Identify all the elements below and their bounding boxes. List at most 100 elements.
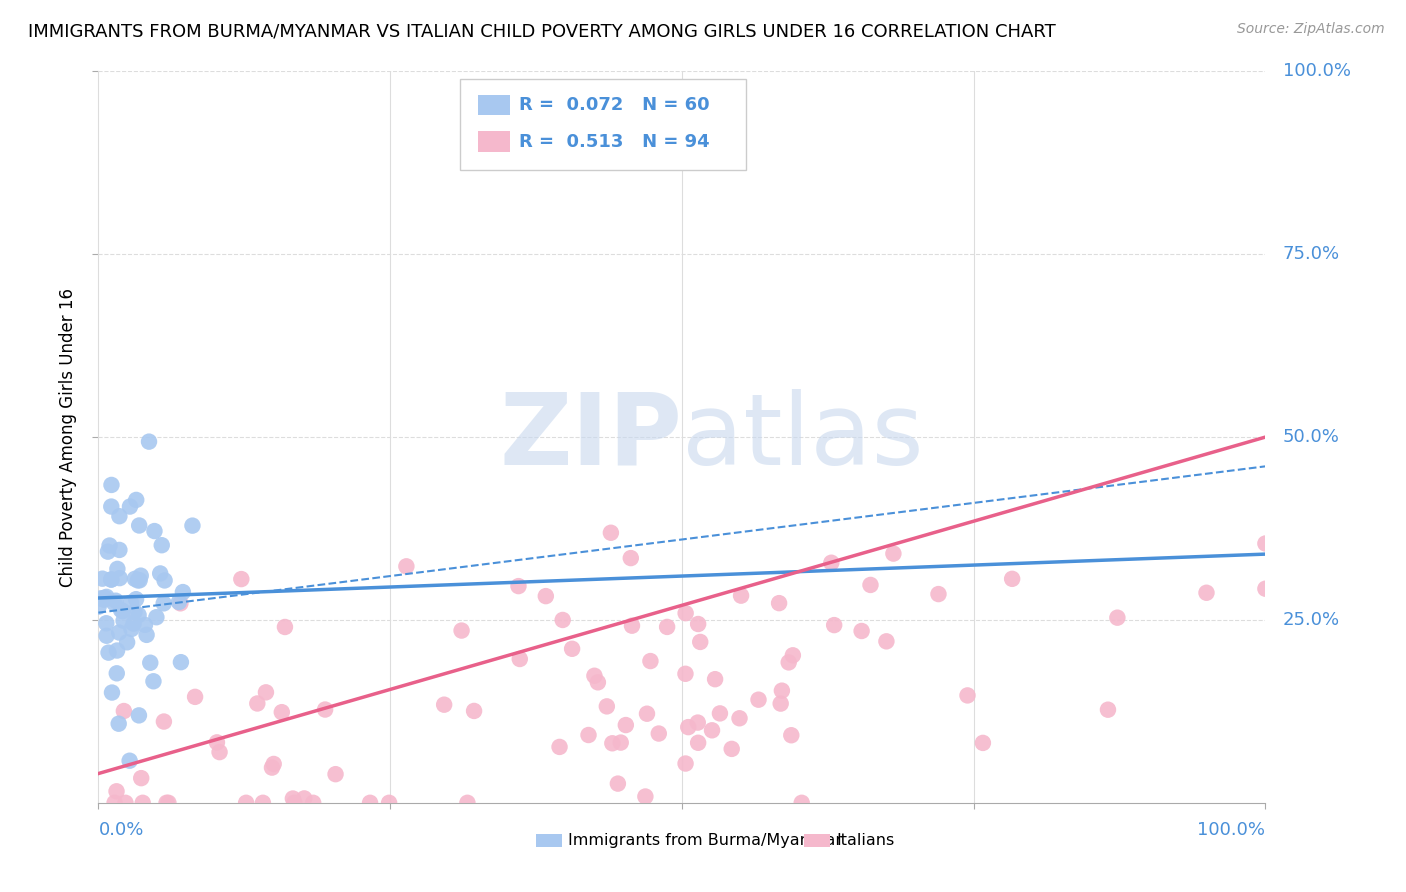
Point bbox=[561, 641, 583, 656]
Text: R =  0.072   N = 60: R = 0.072 N = 60 bbox=[519, 96, 709, 114]
Point bbox=[790, 796, 813, 810]
Point bbox=[678, 720, 700, 734]
Text: 0.0%: 0.0% bbox=[98, 821, 143, 839]
Point bbox=[128, 518, 150, 533]
Point bbox=[208, 745, 231, 759]
Point bbox=[508, 579, 530, 593]
Point bbox=[108, 571, 131, 585]
Point bbox=[620, 618, 643, 632]
Point bbox=[820, 556, 842, 570]
Point bbox=[104, 593, 127, 607]
Point bbox=[118, 500, 141, 514]
Point bbox=[100, 478, 122, 492]
Point bbox=[129, 771, 152, 785]
Point bbox=[586, 675, 609, 690]
Point bbox=[155, 796, 177, 810]
Point bbox=[108, 509, 131, 524]
Point bbox=[134, 618, 156, 632]
Point bbox=[875, 634, 897, 648]
Point bbox=[463, 704, 485, 718]
Point bbox=[859, 578, 882, 592]
Point bbox=[302, 796, 325, 810]
Point bbox=[104, 796, 127, 810]
Point bbox=[882, 547, 904, 561]
Point bbox=[93, 592, 115, 607]
Point bbox=[108, 543, 131, 558]
Point bbox=[107, 716, 129, 731]
Point bbox=[688, 617, 710, 632]
Point bbox=[167, 595, 190, 609]
Point bbox=[433, 698, 456, 712]
Point bbox=[112, 614, 135, 628]
Point bbox=[235, 796, 257, 810]
Point bbox=[153, 574, 176, 588]
Point bbox=[231, 572, 253, 586]
Point bbox=[281, 791, 304, 805]
Point bbox=[128, 708, 150, 723]
Point bbox=[675, 666, 697, 681]
Point bbox=[359, 796, 381, 810]
Point bbox=[252, 796, 274, 810]
Point bbox=[509, 652, 531, 666]
Point bbox=[648, 726, 671, 740]
Point bbox=[128, 607, 150, 622]
Point bbox=[927, 587, 949, 601]
Point bbox=[768, 596, 790, 610]
Point bbox=[655, 620, 678, 634]
Point bbox=[675, 606, 697, 620]
Point bbox=[730, 589, 752, 603]
Text: Italians: Italians bbox=[837, 832, 894, 847]
Point bbox=[105, 562, 128, 576]
FancyBboxPatch shape bbox=[460, 78, 747, 170]
Point bbox=[96, 616, 118, 631]
Point bbox=[128, 574, 150, 588]
Point bbox=[972, 736, 994, 750]
Point bbox=[157, 796, 180, 810]
Point bbox=[270, 705, 292, 719]
Point bbox=[551, 613, 574, 627]
Point bbox=[135, 628, 157, 642]
Point bbox=[112, 704, 135, 718]
Point bbox=[778, 656, 800, 670]
Bar bbox=[478, 131, 510, 152]
Point bbox=[583, 669, 606, 683]
Point bbox=[149, 566, 172, 581]
Point bbox=[142, 674, 165, 689]
Point bbox=[709, 706, 731, 721]
Point bbox=[456, 796, 478, 810]
Point bbox=[124, 605, 146, 619]
Point bbox=[395, 559, 418, 574]
Point bbox=[260, 761, 283, 775]
Point bbox=[111, 604, 134, 618]
Point bbox=[172, 585, 194, 599]
Point bbox=[314, 702, 336, 716]
Point bbox=[124, 572, 146, 586]
Point bbox=[152, 596, 174, 610]
Point bbox=[143, 524, 166, 538]
Point bbox=[138, 434, 160, 449]
Point bbox=[110, 603, 132, 617]
Text: Immigrants from Burma/Myanmar: Immigrants from Burma/Myanmar bbox=[568, 832, 842, 847]
Point bbox=[640, 654, 662, 668]
Point bbox=[325, 767, 347, 781]
Point bbox=[93, 591, 115, 605]
Point bbox=[534, 589, 557, 603]
Point bbox=[675, 756, 697, 771]
Point bbox=[686, 715, 709, 730]
Point bbox=[1107, 610, 1129, 624]
Point bbox=[118, 754, 141, 768]
Point bbox=[606, 776, 628, 790]
Bar bbox=[536, 833, 562, 847]
Point bbox=[120, 596, 142, 610]
Point bbox=[620, 551, 643, 566]
Text: R =  0.513   N = 94: R = 0.513 N = 94 bbox=[519, 133, 709, 151]
Point bbox=[634, 789, 657, 804]
Text: atlas: atlas bbox=[682, 389, 924, 485]
Text: ZIP: ZIP bbox=[499, 389, 682, 485]
Point bbox=[181, 518, 204, 533]
Point bbox=[283, 796, 305, 810]
Point bbox=[609, 735, 631, 749]
Point bbox=[780, 728, 803, 742]
Point bbox=[131, 796, 153, 810]
Text: 25.0%: 25.0% bbox=[1282, 611, 1340, 629]
